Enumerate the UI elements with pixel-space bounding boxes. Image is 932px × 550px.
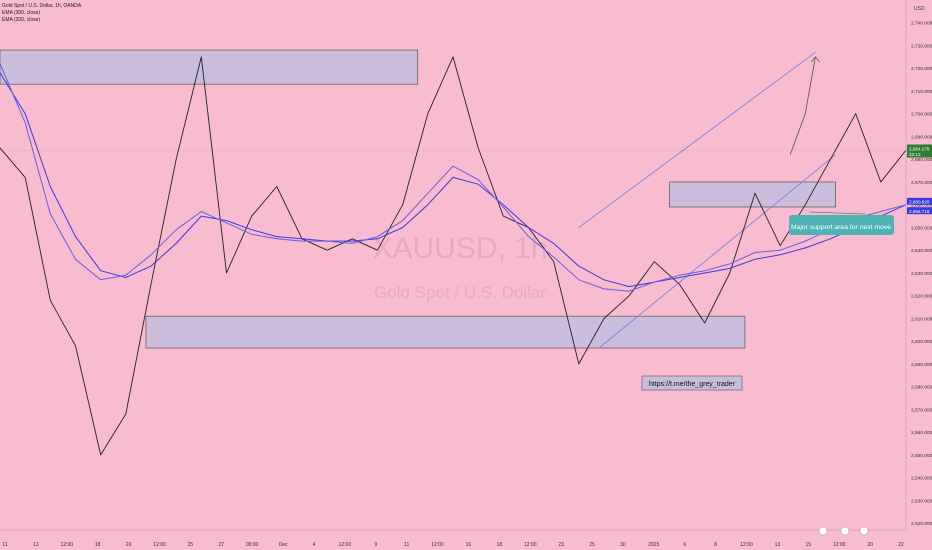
x-tick-label-9: Dec <box>279 542 288 548</box>
x-tick-label-13: 11 <box>404 542 409 548</box>
current-price-tag-value: 2,684.275 <box>909 146 930 151</box>
link-box <box>641 375 743 391</box>
toolbar-icon-0 <box>818 526 828 536</box>
x-tick-label-8: 09:00 <box>246 542 259 548</box>
x-tick-label-7: 27 <box>218 542 224 548</box>
x-tick-label-17: 12:00 <box>524 542 537 548</box>
callout-box <box>789 215 894 235</box>
y-tick-label-2: 2,540.000 <box>911 476 932 482</box>
y-tick-label-6: 2,580.000 <box>911 385 932 391</box>
y-tick-label-14: 2,660.000 <box>911 203 932 209</box>
currency-label: USD <box>914 6 925 12</box>
watermark-ticker: XAUUSD, 1h <box>372 232 547 265</box>
x-tick-label-18: 23 <box>558 542 564 548</box>
x-tick-label-1: 13 <box>33 542 39 548</box>
x-tick-label-11: 12:00 <box>339 542 352 548</box>
toolbar-icon-2 <box>859 526 869 536</box>
y-tick-label-7: 2,590.000 <box>911 362 932 368</box>
chart-legend: Gold Spot / U.S. Dollar, 1h, OANDA EMA (… <box>2 3 81 24</box>
ema-300-line <box>0 72 907 288</box>
x-tick-label-12: 9 <box>374 542 377 548</box>
link-text: https://t.me/the_grey_trader <box>649 381 736 388</box>
y-tick-label-5: 2,570.000 <box>911 407 932 413</box>
price-series-line <box>0 56 907 456</box>
callout-pointer <box>809 211 866 215</box>
y-tick-label-22: 2,740.000 <box>911 21 932 27</box>
x-tick-label-26: 15 <box>806 542 812 548</box>
y-tick-label-11: 2,630.000 <box>911 271 932 277</box>
resistance-zone-0 <box>0 49 419 85</box>
y-tick-label-3: 2,550.000 <box>911 453 932 459</box>
y-tick-label-16: 2,680.000 <box>911 157 932 163</box>
ema-300-tag-value: 2,660.820 <box>909 200 930 205</box>
current-price-tag-bg <box>907 144 932 158</box>
x-tick-label-4: 20 <box>126 542 132 548</box>
ema-200-tag-bg <box>907 207 932 215</box>
y-tick-label-1: 2,530.000 <box>911 498 932 504</box>
projection-arrowhead <box>811 56 820 63</box>
support-zone-1 <box>145 315 746 349</box>
x-tick-label-6: 25 <box>188 542 194 548</box>
x-tick-label-10: 4 <box>313 542 316 548</box>
x-tick-label-15: 16 <box>466 542 472 548</box>
x-tick-label-24: 12:00 <box>740 542 753 548</box>
channel-upper-line <box>578 51 816 228</box>
ema-200-tag-value: 2,656.716 <box>909 209 930 214</box>
x-tick-label-3: 18 <box>95 542 101 548</box>
x-tick-label-14: 12:00 <box>431 542 444 548</box>
y-tick-label-19: 2,710.000 <box>911 89 932 95</box>
channel-lower-line <box>598 154 836 349</box>
x-tick-label-5: 12:00 <box>153 542 166 548</box>
x-tick-label-16: 18 <box>497 542 503 548</box>
x-tick-label-25: 13 <box>775 542 781 548</box>
y-tick-label-8: 2,600.000 <box>911 339 932 345</box>
x-tick-label-21: 2025 <box>648 542 659 548</box>
x-tick-label-20: 30 <box>620 542 626 548</box>
support-zone-2 <box>669 181 836 208</box>
y-tick-label-9: 2,610.000 <box>911 316 932 322</box>
toolbar-icon-1 <box>840 526 850 536</box>
y-tick-label-13: 2,650.000 <box>911 225 932 231</box>
y-tick-label-10: 2,620.000 <box>911 294 932 300</box>
callout-text: Major support area for next move <box>791 224 891 231</box>
x-tick-label-0: 11 <box>2 542 7 548</box>
symbol-title[interactable]: Gold Spot / U.S. Dollar, 1h, OANDA <box>2 3 82 9</box>
ema-300-tag-bg <box>907 197 932 205</box>
y-tick-label-21: 2,730.000 <box>911 43 932 49</box>
x-tick-label-29: 22 <box>898 542 904 548</box>
y-tick-label-0: 2,520.000 <box>911 521 932 527</box>
x-tick-label-19: 25 <box>589 542 595 548</box>
y-tick-label-17: 2,690.000 <box>911 134 932 140</box>
ema-300-label[interactable]: EMA (300, close) <box>2 10 41 16</box>
y-tick-label-20: 2,720.000 <box>911 66 932 72</box>
current-price-tag-countdown: 23:12 <box>909 152 921 157</box>
y-tick-label-15: 2,670.000 <box>911 180 932 186</box>
x-tick-label-28: 20 <box>867 542 873 548</box>
y-tick-label-4: 2,560.000 <box>911 430 932 436</box>
y-tick-label-12: 2,640.000 <box>911 248 932 254</box>
x-tick-label-23: 8 <box>714 542 717 548</box>
ema-200-label[interactable]: EMA (200, close) <box>2 17 41 23</box>
x-tick-label-27: 12:00 <box>833 542 846 548</box>
projection-path <box>789 56 816 155</box>
ema-200-line <box>0 63 907 292</box>
watermark-name: Gold Spot / U.S. Dollar <box>374 283 546 302</box>
y-tick-label-18: 2,700.000 <box>911 112 932 118</box>
x-tick-label-2: 12:00 <box>61 542 74 548</box>
x-tick-label-22: 6 <box>683 542 686 548</box>
